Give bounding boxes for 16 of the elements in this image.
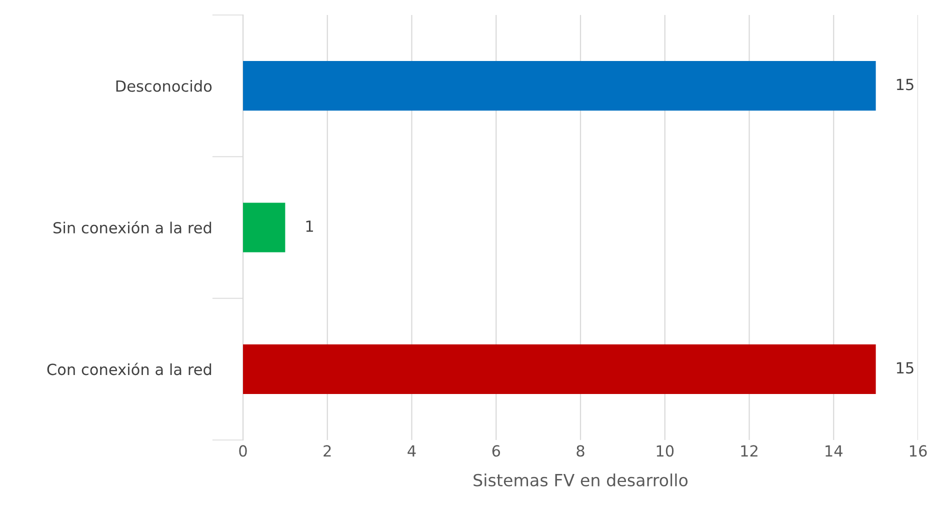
x-tick-label: 8 bbox=[576, 445, 584, 457]
data-label: 15 bbox=[896, 78, 914, 90]
data-label: 1 bbox=[306, 220, 313, 232]
x-axis-title: Sistemas FV en desarrollo bbox=[474, 474, 688, 486]
x-tick-label: 16 bbox=[910, 445, 927, 457]
x-tick-label: 2 bbox=[324, 445, 331, 456]
x-tick-label: 4 bbox=[408, 445, 416, 456]
x-tick-label: 14 bbox=[826, 445, 842, 456]
x-tick-label: 10 bbox=[656, 445, 674, 457]
x-tick-label: 0 bbox=[239, 445, 247, 457]
x-tick-label: 12 bbox=[741, 445, 758, 456]
y-tick-label: Sin conexión a la red bbox=[54, 221, 212, 234]
x-tick-label: 6 bbox=[492, 445, 500, 457]
data-label: 15 bbox=[896, 362, 914, 374]
y-tick-label: Desconocido bbox=[116, 80, 212, 92]
y-tick-label: Con conexión a la red bbox=[47, 362, 212, 376]
